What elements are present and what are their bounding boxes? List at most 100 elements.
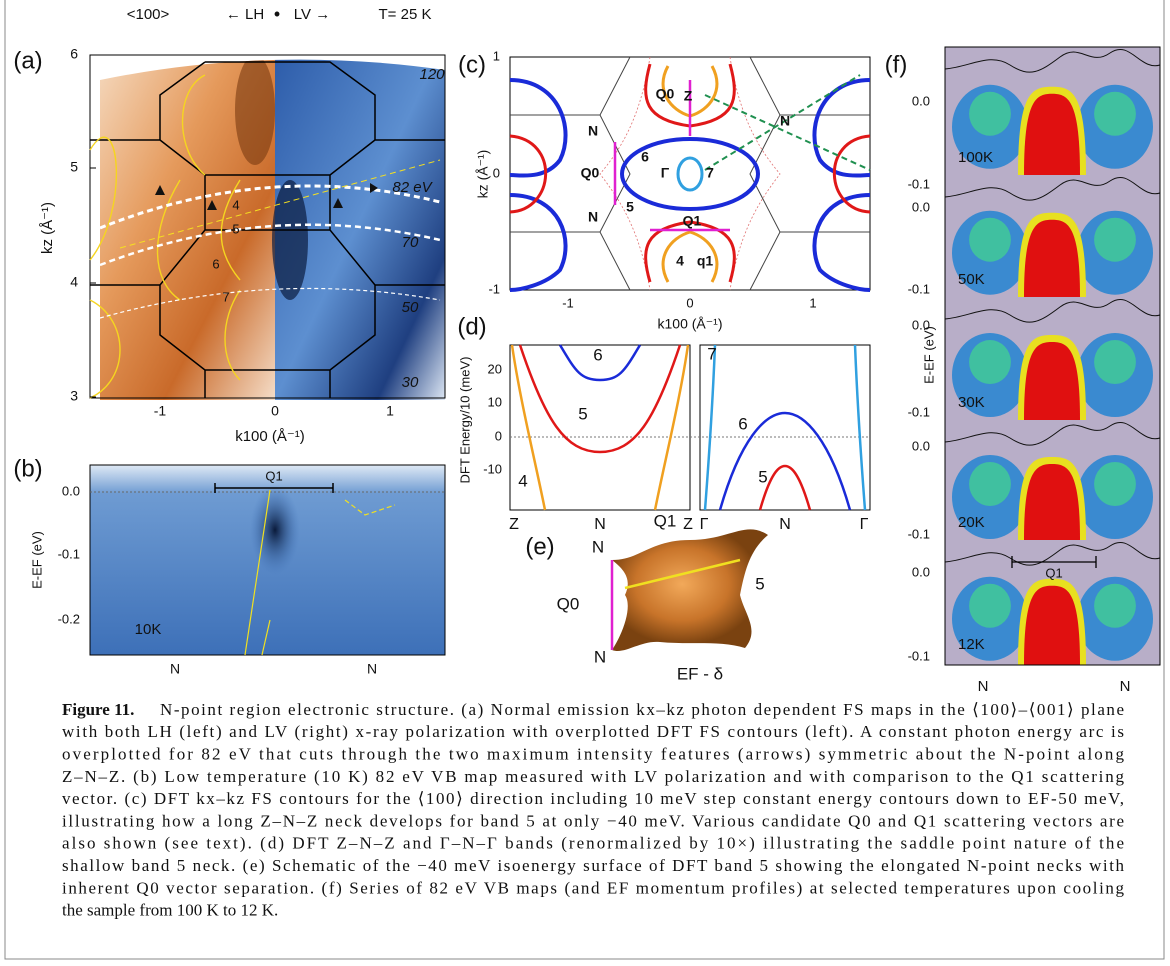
plot-frame [509,344,691,511]
intensity-core [1024,585,1080,665]
vector-label: Q1 [1045,565,1062,580]
annotation: Q1 [683,213,702,229]
tick-label: -0.1 [908,526,930,541]
annotation: 5 [755,574,764,593]
tick-label: Z [509,516,519,533]
tick-label: 0.0 [912,317,930,332]
temp-label: 20K [958,514,985,531]
axis-label: kz (Å⁻¹) [39,202,56,254]
intensity-lobe [969,340,1011,385]
temp-label: 100K [958,149,993,166]
tick-label: 5 [70,159,78,175]
tick-label: Γ [860,516,869,533]
arrow-marker [333,198,343,208]
intensity-lobe [969,583,1011,628]
vector-bar [1011,556,1097,568]
nesting-line [704,74,871,171]
annotation: 5 [626,199,634,215]
tick-label: 3 [70,388,78,404]
band-7 [703,344,867,511]
band6-contour [812,78,871,292]
caption-label: Figure 11. [62,700,134,719]
point-label: N [978,678,989,695]
axis-label: k100 (Å⁻¹) [658,316,723,332]
point-label: N [367,661,377,677]
annotation: Q0 [581,165,600,181]
temp-label: 12K [958,636,985,653]
tick-label: 0.0 [62,483,80,498]
tick-label: -1 [562,295,574,310]
dark-spot [235,59,275,165]
annotation: 4 [676,253,684,269]
tick-label: 0.0 [912,199,930,214]
intensity-lobe [1094,462,1136,506]
band-label: 6 [212,256,219,271]
point-label: N [1120,678,1131,695]
band-label: 5 [578,404,587,423]
vector-bar [214,483,334,493]
band-label: 7 [222,289,229,304]
tick-label: 0 [495,428,502,443]
map-a [100,59,445,400]
panel-label: (d) [457,313,486,340]
tick-label: -10 [483,461,502,476]
tick-label: -0.1 [908,648,930,663]
annotation: Q0 [656,86,675,102]
caption-line: also shown (see text). (d) DFT Z–N–Z and… [62,834,1124,853]
arrow-marker [155,185,165,195]
band-label: 7 [707,344,716,363]
annotation: N [780,113,790,129]
label: T= 25 K [379,6,432,23]
band-label: 6 [593,345,602,364]
axis-label: k100 (Å⁻¹) [235,428,305,445]
axis-label: DFT Energy/10 (meV) [457,357,472,484]
dark-spot [272,180,308,300]
momentum-profile [944,422,1161,446]
intensity-lobe [1094,583,1136,628]
annotation: Q0 [557,594,580,613]
band6-contour [509,78,568,292]
panel-label: (e) [525,533,554,560]
band-label: 4 [232,197,239,212]
label: LV → [294,6,330,23]
tick-label: N [779,516,791,533]
caption-line: Z–N–Z. (b) Low temperature (10 K) 82 eV … [62,767,1125,786]
band-6 [718,411,852,511]
caption-line: illustrating how a long Z–N–Z neck devel… [62,811,1124,830]
tick-label: 4 [70,274,78,290]
tick-label: 0.0 [912,438,930,453]
caption-line: N-point region electronic structure. (a)… [160,700,1124,719]
annotation: N [592,537,604,556]
arc-label: 70 [402,234,419,251]
scattering-vector [613,80,730,232]
tick-label: 0 [493,165,500,180]
annotation: 7 [706,165,714,181]
label: ← LH [226,6,264,23]
momentum-profile [944,49,1161,73]
axis-label: E-EF (eV) [29,531,44,589]
tick-label: -1 [154,403,167,419]
point-label: N [170,661,180,677]
tick-label: -1 [488,281,500,296]
caption-line: inherent Q0 vector separation. (f) Serie… [62,878,1124,897]
plot-frame [89,54,446,399]
momentum-profile [944,542,1161,566]
intensity-lobe [1094,91,1136,136]
caption-line: overplotted for 82 eV that cuts through … [62,745,1125,764]
dft-band [344,499,396,516]
momentum-profile [944,177,1161,201]
tick-label: 1 [809,295,816,310]
annotation: N [594,647,606,666]
band-5 [518,344,682,454]
dft-band [244,489,271,656]
annotation: EF - δ [677,664,723,683]
cut-line [119,159,441,249]
arc-label: 50 [402,299,419,316]
plot-frame [89,464,446,656]
band-label: 6 [738,414,747,433]
label: • [274,4,280,24]
label: <100> [127,6,170,23]
temp-label: 10K [135,621,162,638]
tick-label: -0.1 [908,404,930,419]
